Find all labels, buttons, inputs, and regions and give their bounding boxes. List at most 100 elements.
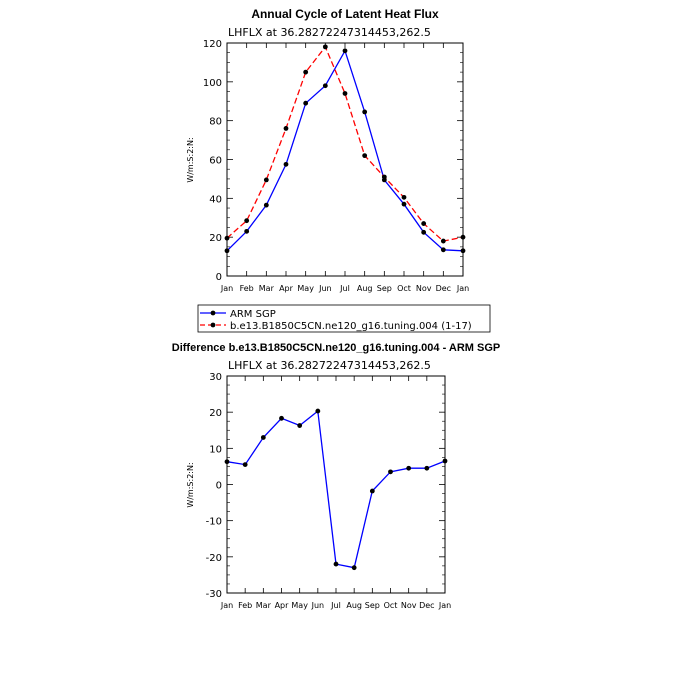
x-tick-label: Jan [438,601,451,610]
data-point [303,100,309,106]
y-tick-label: -20 [206,553,222,564]
data-point [388,469,393,475]
chart-subtitle: LHFLX at 36.28272247314453,262.5 [228,359,431,372]
data-point [279,415,284,421]
x-tick-label: Aug [357,284,373,293]
x-tick-label: May [291,601,308,610]
annual-cycle-panel: Annual Cycle of Latent Heat Flux LHFLX a… [186,7,491,333]
data-point [460,248,466,254]
chart-subtitle: LHFLX at 36.28272247314453,262.5 [228,26,431,39]
x-tick-label: Nov [401,601,417,610]
plot-border [226,42,464,277]
data-point [381,174,387,180]
data-point [303,69,309,75]
legend: ARM SGP b.e13.B1850C5CN.ne120_g16.tuning… [197,304,491,333]
data-point [406,465,412,471]
x-tick-label: Sep [365,601,380,610]
data-point [263,202,269,208]
data-point [362,153,368,159]
y-tick-label: -10 [206,517,222,528]
x-tick-label: Apr [279,284,294,293]
y-axis-label: W/m:S:2:N: [186,137,195,182]
data-point [244,218,250,224]
y-axis-label: W/m:S:2:N: [186,462,195,507]
x-tick-label: Jun [318,284,332,293]
chart-title: Difference b.e13.B1850C5CN.ne120_g16.tun… [172,342,501,354]
y-tick-label: 120 [203,39,222,50]
x-tick-label: Apr [275,601,290,610]
difference-panel: Difference b.e13.B1850C5CN.ne120_g16.tun… [172,342,501,610]
series-group [224,44,466,254]
y-tick-label: 100 [203,78,222,89]
legend-box [197,304,491,333]
data-point [440,238,446,244]
plot-frame: Jan Feb Mar Apr May Jun Jul Aug Sep Oct Nov Dec Jan-… [206,372,452,610]
y-tick-label: 20 [209,408,222,419]
plot-frame: Jan Feb Mar Apr May Jun Jul Aug Sep Oct Nov Dec Jan0… [203,39,469,293]
data-point [322,44,328,50]
chart-title: Annual Cycle of Latent Heat Flux [251,7,439,21]
x-tick-label: Jan [456,284,469,293]
y-tick-label: 0 [216,481,222,492]
data-point [322,83,328,89]
x-tick-label: Mar [259,284,275,293]
data-point [401,194,407,200]
data-point [369,488,375,494]
y-tick-label: -30 [206,589,222,600]
legend-label: ARM SGP [230,309,276,320]
y-tick-label: 30 [209,372,222,383]
data-point [401,201,407,207]
x-tick-label: Jan [220,601,233,610]
legend-marker-arm-sgp [210,310,216,316]
x-tick-label: Feb [238,601,252,610]
x-tick-label: May [297,284,314,293]
x-tick-label: Dec [419,601,434,610]
data-point [315,408,321,414]
x-tick-label: Mar [256,601,272,610]
x-tick-label: Jun [311,601,325,610]
series-line [226,49,464,252]
data-point [362,109,368,115]
x-tick-label: Feb [240,284,254,293]
x-tick-label: Oct [397,284,411,293]
data-point [224,459,230,465]
data-point [244,228,250,234]
data-point [442,458,448,464]
series-line [226,409,446,569]
data-point [333,561,339,567]
data-point [224,235,230,241]
data-point [421,221,427,226]
data-point [263,177,269,183]
x-tick-label: Nov [416,284,432,293]
x-tick-label: Aug [346,601,362,610]
data-point [342,91,348,96]
y-tick-label: 60 [209,156,222,167]
x-tick-label: Jan [220,284,233,293]
series-line [226,45,464,242]
data-point [342,48,348,54]
y-tick-label: 10 [209,444,222,455]
data-point [421,229,427,235]
y-tick-label: 80 [209,117,222,128]
y-tick-label: 20 [209,233,222,244]
data-point [283,161,289,167]
data-point [242,462,248,468]
data-point [224,248,230,254]
x-tick-label: Oct [384,601,398,610]
data-point [283,126,289,131]
data-point [260,435,266,440]
data-point [424,465,430,471]
legend-label: b.e13.B1850C5CN.ne120_g16.tuning.004 (1-… [230,321,472,332]
x-tick-label: Sep [377,284,392,293]
y-tick-label: 0 [216,272,222,283]
data-point [460,234,466,240]
x-tick-label: Dec [436,284,451,293]
data-point [351,565,357,571]
x-tick-label: Jul [339,284,350,293]
legend-marker-model [210,322,216,328]
series-group [224,408,448,571]
y-tick-label: 40 [209,194,222,205]
x-tick-label: Jul [330,601,341,610]
data-point [297,423,303,428]
